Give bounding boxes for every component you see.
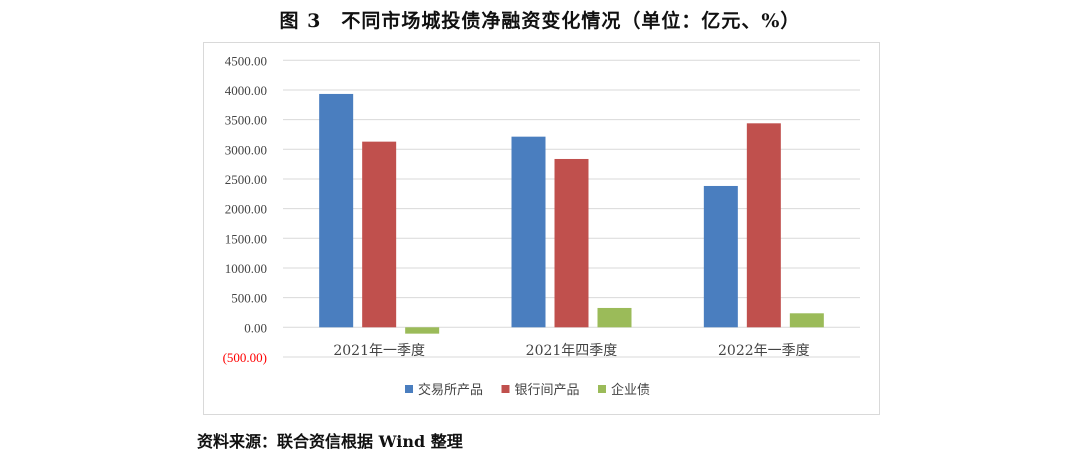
legend-swatch [598, 385, 606, 393]
legend-label: 银行间产品 [515, 383, 580, 398]
x-tick-label: 2021年一季度 [333, 343, 425, 359]
legend-label: 企业债 [611, 382, 650, 398]
y-tick-label: 4500.00 [225, 53, 267, 68]
bar-2-1 [362, 141, 397, 328]
legend-swatch [501, 385, 510, 393]
chart-frame [203, 42, 880, 415]
y-tick-label: 2000.00 [225, 202, 267, 217]
y-tick-label: 2500.00 [225, 172, 267, 187]
y-tick-label: 4000.00 [225, 83, 267, 98]
bar-1-3 [703, 185, 738, 328]
bar-1-2 [511, 136, 546, 328]
y-tick-label: 500.00 [231, 291, 267, 306]
bar-1-1 [319, 93, 354, 328]
y-tick-label: 1000.00 [225, 261, 267, 276]
y-tick-label: 3500.00 [225, 113, 267, 128]
legend-swatch [405, 385, 413, 393]
bar-2-3 [746, 123, 781, 328]
bar-3-3 [789, 313, 824, 328]
source-note: 资料来源：联合资信根据 Wind 整理 [197, 432, 463, 451]
legend-label: 交易所产品 [418, 382, 483, 398]
y-tick-label: (500.00) [223, 350, 267, 365]
x-tick-label: 2022年一季度 [718, 343, 810, 359]
y-tick-label: 0.00 [244, 320, 267, 335]
y-tick-label: 3000.00 [225, 142, 267, 157]
bar-2-2 [554, 158, 589, 328]
chart-title: 图 3 不同市场城投债净融资变化情况（单位：亿元、%） [279, 10, 801, 32]
bar-3-2 [597, 307, 632, 328]
bar-3-1 [405, 327, 440, 334]
x-tick-label: 2021年四季度 [526, 343, 618, 359]
y-tick-label: 1500.00 [225, 231, 267, 246]
